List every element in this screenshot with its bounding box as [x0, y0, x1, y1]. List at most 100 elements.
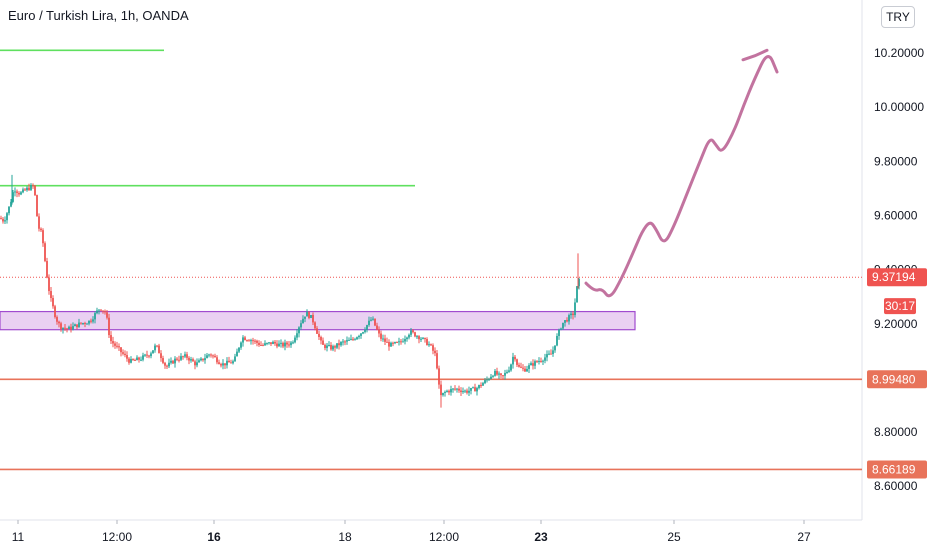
candle-body	[182, 356, 184, 358]
candle-body	[144, 354, 146, 356]
candle-body	[150, 353, 152, 357]
candle-body	[120, 347, 122, 353]
candle-body	[2, 218, 4, 222]
candle-body	[0, 218, 2, 220]
candle-body	[346, 340, 348, 342]
y-tick-label: 9.60000	[874, 208, 918, 222]
candle-body	[58, 321, 60, 324]
candle-body	[340, 341, 342, 346]
currency-button[interactable]: TRY	[881, 6, 915, 28]
candle-body	[98, 309, 100, 311]
candle-body	[402, 341, 404, 343]
projection-arrow-head[interactable]	[741, 48, 769, 62]
candle-body	[130, 358, 132, 363]
candle-body	[278, 343, 280, 347]
x-tick-label: 16	[207, 530, 221, 544]
candle-body	[570, 313, 572, 316]
candle-body	[370, 319, 372, 321]
candle-body	[102, 310, 104, 312]
candle-body	[36, 195, 38, 217]
candle-body	[458, 388, 460, 391]
candle-body	[132, 358, 134, 360]
candle-body	[478, 385, 480, 389]
candle-body	[6, 213, 8, 221]
price-label: 8.66189	[872, 462, 916, 476]
candle-body	[238, 347, 240, 352]
candle-body	[334, 346, 336, 348]
candle-body	[50, 291, 52, 299]
candle-body	[554, 345, 556, 351]
candle-body	[272, 341, 274, 345]
candle-body	[416, 336, 418, 338]
candle-body	[104, 311, 106, 313]
candle-body	[86, 323, 88, 325]
candle-body	[180, 356, 182, 360]
price-label-bg	[867, 460, 927, 479]
candle-body	[8, 206, 10, 214]
candle-body	[492, 375, 494, 377]
candle-body	[394, 342, 396, 344]
candle-body	[156, 345, 158, 347]
y-tick-label: 10.00000	[874, 100, 924, 114]
candle-body	[286, 342, 288, 345]
candle-body	[288, 344, 290, 346]
candle-body	[552, 350, 554, 355]
symbol-title[interactable]: Euro / Turkish Lira, 1h, OANDA	[8, 8, 189, 23]
candle-body	[384, 338, 386, 342]
candle-body	[486, 379, 488, 381]
candle-body	[200, 358, 202, 361]
candle-body	[118, 346, 120, 348]
candle-body	[26, 187, 28, 191]
candle-body	[274, 341, 276, 344]
candle-body	[526, 368, 528, 372]
candle-body	[322, 340, 324, 345]
candle-body	[304, 316, 306, 319]
candle-body	[214, 355, 216, 358]
candle-body	[406, 337, 408, 340]
candle-body	[354, 339, 356, 341]
candle-body	[66, 328, 68, 330]
candle-body	[504, 372, 506, 376]
candle-body	[540, 360, 542, 362]
candle-body	[290, 342, 292, 346]
candle-body	[420, 338, 422, 340]
candle-body	[74, 324, 76, 327]
candle-body	[338, 343, 340, 346]
candle-body	[204, 358, 206, 361]
candle-body	[178, 359, 180, 361]
candle-body	[82, 322, 84, 324]
candle-body	[206, 355, 208, 359]
candle-body	[46, 261, 48, 278]
candle-body	[240, 342, 242, 348]
candle-body	[528, 365, 530, 369]
candle-body	[358, 335, 360, 338]
candle-body	[30, 185, 32, 190]
candle-body	[576, 286, 578, 303]
candle-body	[386, 341, 388, 343]
candle-body	[498, 373, 500, 375]
candle-body	[424, 337, 426, 340]
candle-body	[356, 337, 358, 340]
candle-body	[568, 315, 570, 322]
candle-body	[408, 334, 410, 338]
candle-body	[198, 360, 200, 363]
candle-body	[320, 336, 322, 341]
candle-body	[158, 345, 160, 354]
y-tick-label: 8.60000	[874, 479, 918, 493]
countdown-label: 30:17	[885, 299, 915, 313]
candle-body	[106, 312, 108, 318]
candle-body	[160, 353, 162, 359]
candle-body	[296, 333, 298, 338]
candle-body	[364, 329, 366, 333]
candle-body	[316, 328, 318, 334]
projection-path[interactable]	[584, 55, 779, 298]
candle-body	[514, 356, 516, 360]
candle-body	[266, 342, 268, 344]
candle-body	[60, 323, 62, 330]
candle-body	[396, 342, 398, 344]
candle-body	[328, 345, 330, 347]
candle-body	[244, 337, 246, 341]
candle-body	[566, 320, 568, 322]
